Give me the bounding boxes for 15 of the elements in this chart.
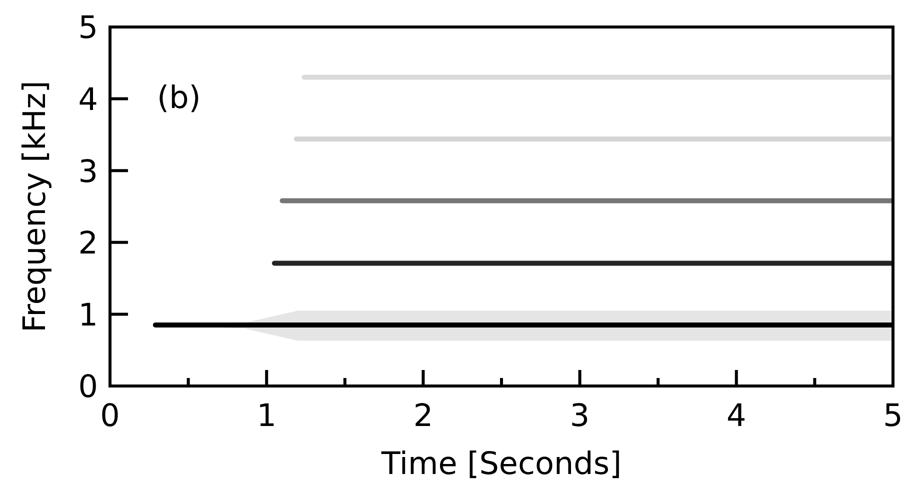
x-tick-label: 5 xyxy=(883,398,903,434)
y-tick-label: 1 xyxy=(78,297,98,334)
y-tick-label: 0 xyxy=(78,369,98,406)
y-tick-label: 2 xyxy=(78,226,98,262)
x-tick-label: 2 xyxy=(413,398,434,434)
y-tick-label: 5 xyxy=(78,10,98,46)
y-tick-label: 4 xyxy=(78,82,98,118)
x-tick-label: 3 xyxy=(570,398,590,434)
x-tick-label: 0 xyxy=(100,398,120,434)
annotation: (b) xyxy=(157,80,201,116)
x-tick-label: 1 xyxy=(256,398,276,434)
y-tick-label: 3 xyxy=(78,154,98,190)
x-tick-label: 4 xyxy=(726,398,746,434)
y-axis-title: Frequency [kHz] xyxy=(17,80,53,332)
x-axis-title: Time [Seconds] xyxy=(380,446,622,482)
